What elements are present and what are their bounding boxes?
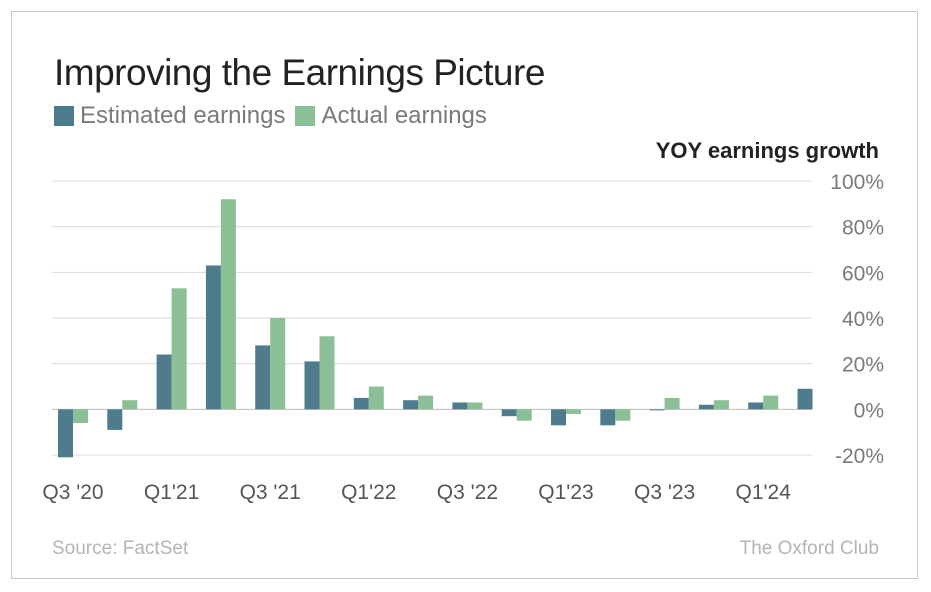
bar-actual [73,409,88,424]
bar-estimated [551,409,566,426]
chart-card [11,11,918,579]
bar-actual [467,402,483,410]
x-tick-label: Q1'24 [736,481,792,504]
y-tick-label: 20% [842,354,884,377]
x-tick-label: Q1'23 [538,481,593,504]
bar-estimated [107,409,123,430]
x-tick-label: Q1'22 [341,481,396,504]
bar-estimated [403,400,419,410]
x-tick-label: Q3 '23 [634,481,695,504]
bar-estimated [304,361,320,410]
bar-estimated [649,409,665,411]
legend-swatch-estimated [54,106,74,126]
x-tick-label: Q1'21 [144,481,199,504]
brand-credit: The Oxford Club [739,538,879,559]
bar-actual [122,400,138,410]
bar-actual [270,318,286,410]
bar-estimated [156,354,172,410]
chart-title: Improving the Earnings Picture [54,52,545,93]
source-note: Source: FactSet [52,538,189,559]
bar-actual [566,409,581,414]
bar-actual [319,336,335,410]
bar-actual [713,400,729,410]
y-tick-label: 100% [830,171,884,194]
bar-actual [664,397,680,410]
x-tick-label: Q3 '22 [437,481,498,504]
legend-swatch-actual [295,106,316,126]
chart-legend: Estimated earnings Actual earnings [54,102,497,130]
bar-estimated [255,345,271,410]
y-tick-label: -20% [835,445,884,468]
y-axis-title: YOY earnings growth [655,138,879,163]
bar-actual [763,395,779,410]
bar-actual [516,409,532,421]
bar-estimated [748,402,764,410]
bar-actual [171,288,187,410]
bar-estimated [205,265,221,410]
bar-actual [615,409,631,421]
bar-actual [418,395,434,410]
bar-actual [220,199,236,410]
y-tick-label: 0% [854,399,884,422]
y-tick-label: 40% [842,308,884,331]
y-tick-label: 60% [842,262,884,285]
bar-estimated [698,404,714,410]
legend-label-actual: Actual earnings [321,102,487,129]
bar-estimated [353,397,369,410]
legend-label-estimated: Estimated earnings [80,102,286,129]
legend-item-actual: Actual earnings [295,102,487,130]
bar-actual [368,386,384,410]
bar-estimated [501,409,517,417]
bar-estimated [600,409,616,426]
x-tick-label: Q3 '20 [42,481,103,504]
x-tick-label: Q3 '21 [240,481,301,504]
y-tick-label: 80% [842,217,884,240]
bar-estimated [797,388,813,410]
legend-item-estimated: Estimated earnings [54,102,285,130]
bar-estimated [452,402,468,410]
bar-estimated [58,409,73,458]
